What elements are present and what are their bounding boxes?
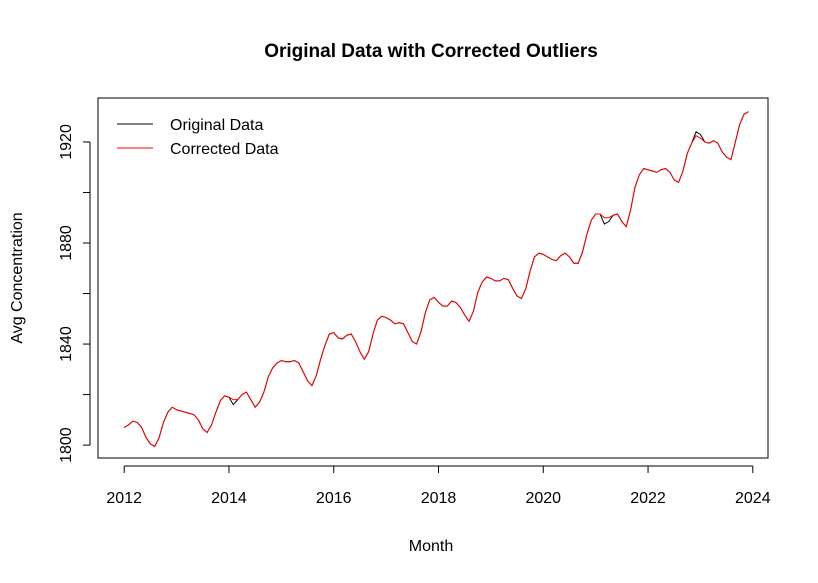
y-tick-label: 1920 [58,124,75,160]
x-tick-label: 2012 [106,490,142,507]
x-tick-label: 2024 [735,490,771,507]
x-tick-label: 2022 [630,490,666,507]
y-tick-label: 1840 [58,326,75,362]
y-tick-label: 1800 [58,427,75,463]
y-tick-label: 1880 [58,225,75,261]
legend-label: Corrected Data [170,141,279,158]
x-tick-label: 2020 [525,490,561,507]
x-tick-label: 2014 [211,490,247,507]
y-axis-label: Avg Concentration [9,212,26,343]
chart-title: Original Data with Corrected Outliers [264,41,598,62]
x-axis-label: Month [409,538,453,555]
x-tick-label: 2016 [316,490,352,507]
data-line [123,111,749,448]
x-tick-label: 2018 [421,490,457,507]
legend-label: Original Data [170,117,263,134]
plot-box [97,97,769,459]
